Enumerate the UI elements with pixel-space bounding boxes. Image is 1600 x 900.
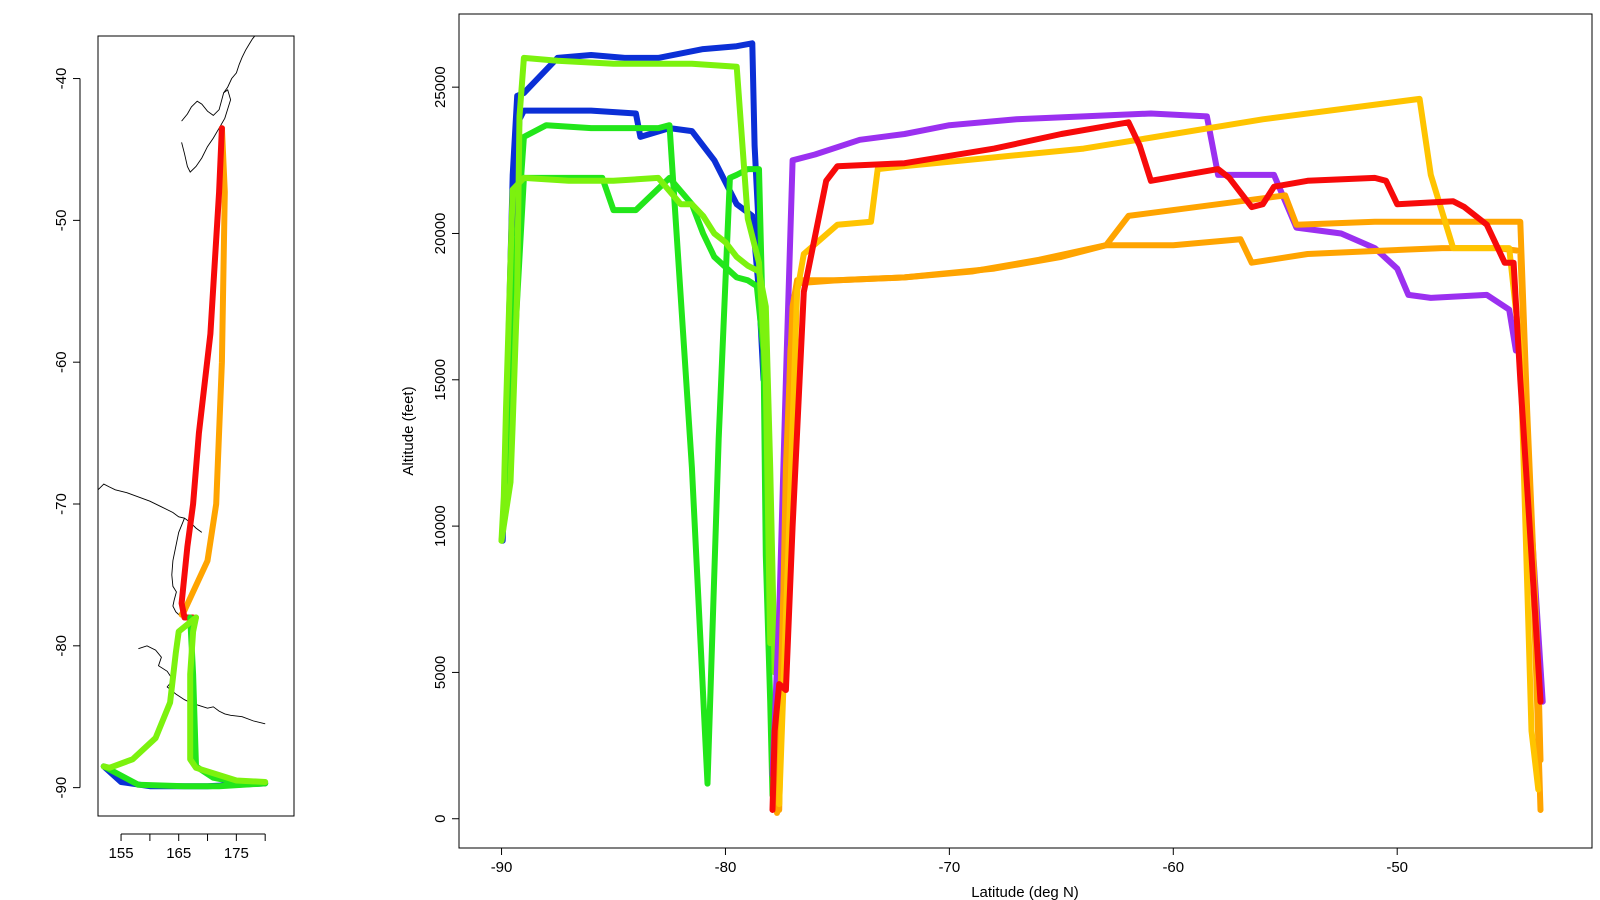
map-y-tick-label-0: -40 bbox=[53, 68, 70, 90]
profile-x-tick-label-3: -60 bbox=[1162, 859, 1184, 876]
profile-y-tick-label-5: 25000 bbox=[432, 66, 449, 108]
map-track-lime-4 bbox=[100, 614, 199, 771]
map-panel: 155 165 175 -40 -50 -60 -70 -80 -90 bbox=[53, 35, 295, 862]
profile-track-green-2 bbox=[503, 122, 776, 799]
profile-y-tick-label-4: 20000 bbox=[432, 213, 449, 255]
profile-track-lime-5 bbox=[498, 174, 778, 676]
map-track-red-1 bbox=[178, 125, 225, 621]
map-y-tick-label-4: -80 bbox=[53, 635, 70, 657]
profile-x-tick-label-1: -80 bbox=[715, 859, 737, 876]
map-x-axis: 155 165 175 bbox=[109, 833, 266, 862]
profile-y-axis-title: Altitude (feet) bbox=[400, 386, 417, 475]
map-x-tick-label-0: 155 bbox=[109, 845, 134, 862]
profile-track-group bbox=[498, 40, 1546, 816]
profile-y-tick-label-1: 5000 bbox=[432, 656, 449, 689]
profile-x-tick-label-0: -90 bbox=[491, 859, 513, 876]
profile-panel: -90 -80 -70 -60 -50 0 5000 10000 15000 20000 2500… bbox=[400, 13, 1593, 900]
coastline-2 bbox=[97, 483, 203, 533]
profile-y-tick-label-0: 0 bbox=[432, 815, 449, 823]
map-y-tick-label-2: -60 bbox=[53, 351, 70, 373]
map-y-tick-label-5: -90 bbox=[53, 777, 70, 799]
map-track-group bbox=[100, 125, 269, 790]
map-y-tick-label-1: -50 bbox=[53, 210, 70, 232]
profile-y-tick-label-2: 10000 bbox=[432, 505, 449, 547]
profile-track-blue-0 bbox=[499, 40, 767, 544]
map-y-axis: -40 -50 -60 -70 -80 -90 bbox=[53, 68, 81, 799]
map-x-tick-label-4: 175 bbox=[224, 845, 249, 862]
coastline-1 bbox=[223, 35, 256, 93]
coastline-0 bbox=[181, 89, 232, 173]
profile-y-axis: 0 5000 10000 15000 20000 25000 bbox=[432, 66, 460, 823]
map-y-tick-label-3: -70 bbox=[53, 493, 70, 515]
profile-track-orange-7 bbox=[776, 236, 1544, 813]
profile-x-axis: -90 -80 -70 -60 -50 bbox=[491, 847, 1408, 876]
profile-x-tick-label-4: -50 bbox=[1386, 859, 1408, 876]
profile-y-tick-label-3: 15000 bbox=[432, 359, 449, 401]
map-x-tick-label-2: 165 bbox=[166, 845, 191, 862]
map-coastline-group bbox=[97, 35, 266, 725]
profile-track-red-10 bbox=[769, 119, 1544, 813]
coastline-3 bbox=[171, 518, 185, 617]
profile-x-tick-label-2: -70 bbox=[939, 859, 961, 876]
map-track-lime-5 bbox=[187, 614, 269, 785]
map-plot-frame bbox=[97, 35, 295, 817]
profile-x-axis-title: Latitude (deg N) bbox=[971, 884, 1079, 900]
profile-track-orange-8 bbox=[774, 192, 1544, 816]
coastline-4 bbox=[138, 645, 266, 725]
profile-track-lime-4 bbox=[498, 54, 774, 647]
